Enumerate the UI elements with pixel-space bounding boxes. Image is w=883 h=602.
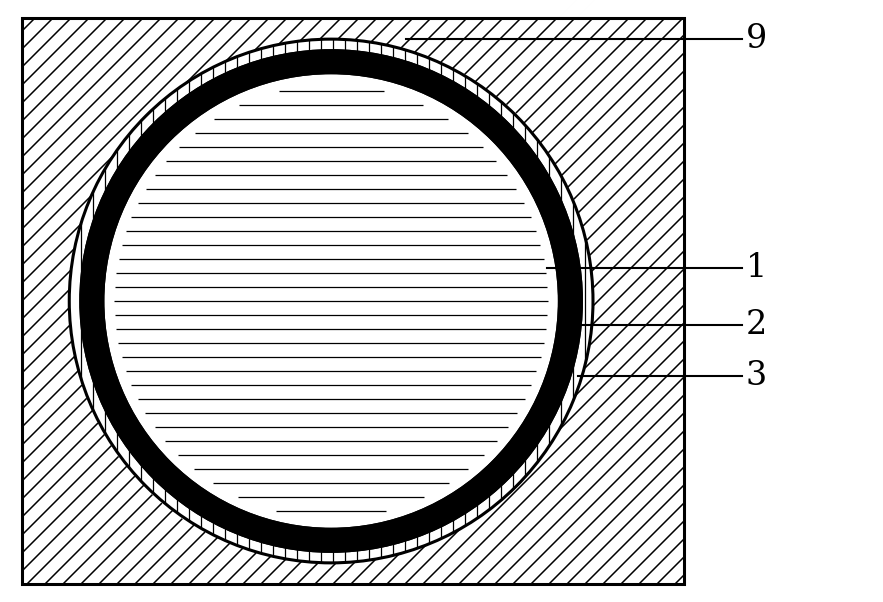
Circle shape [115, 84, 547, 518]
Circle shape [69, 39, 593, 563]
Text: 2: 2 [746, 309, 767, 341]
Text: 9: 9 [746, 23, 767, 55]
Circle shape [87, 57, 575, 545]
Bar [22, 18, 684, 584]
Text: 3: 3 [746, 360, 767, 393]
Text: 1: 1 [746, 252, 767, 284]
Bar [22, 18, 684, 584]
